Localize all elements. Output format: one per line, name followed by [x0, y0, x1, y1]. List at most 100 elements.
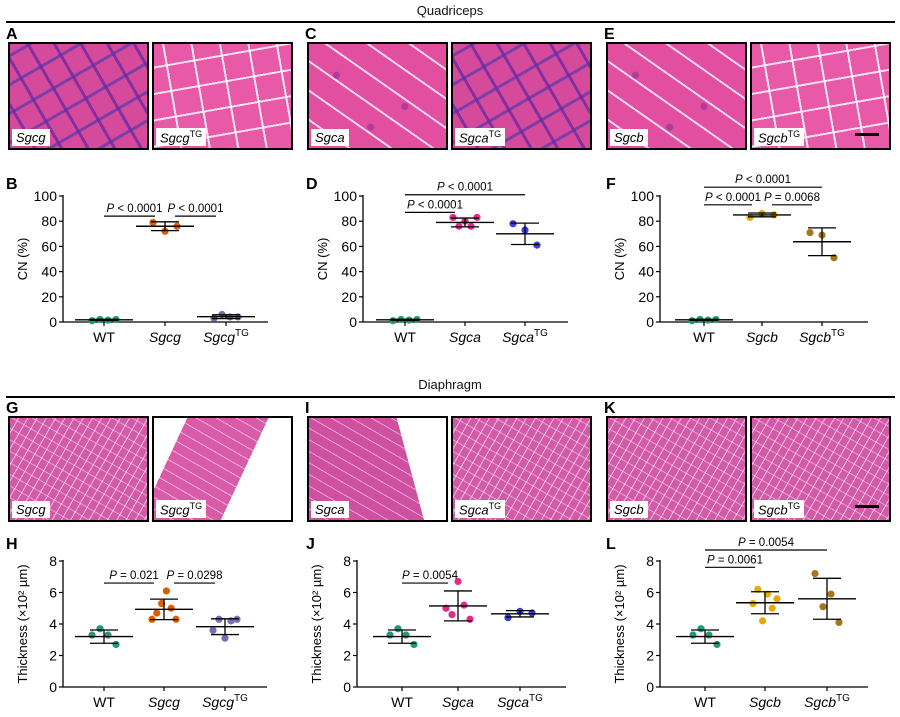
- y-tick-label: 8: [343, 553, 351, 569]
- y-tick-label: 40: [41, 264, 57, 280]
- data-point: [88, 631, 96, 639]
- panel-label: A: [6, 26, 18, 43]
- panel-label: H: [6, 536, 18, 553]
- y-tick-label: 4: [49, 616, 57, 632]
- y-tick-label: 20: [638, 289, 654, 305]
- panel-label: D: [306, 176, 318, 193]
- histology-image: SgcaTG: [451, 416, 592, 522]
- histology-image: SgcbTG: [750, 416, 891, 522]
- chart-F: F 0 20 40 60 80 100 CN (%) WT Sgcb SgcbTG P < 0.000…: [606, 174, 868, 345]
- panel-label: L: [606, 536, 616, 553]
- x-tick-label: Sgcg: [149, 329, 181, 345]
- panel-label: F: [606, 176, 616, 193]
- data-point: [504, 614, 512, 622]
- y-tick-label: 60: [41, 238, 57, 254]
- x-tick-label: Sgcg: [148, 694, 180, 710]
- p-value-label: P = 0.0054: [402, 570, 459, 582]
- p-value-label: P = 0.021: [109, 570, 159, 582]
- y-tick-label: 40: [341, 264, 357, 280]
- data-point: [112, 640, 120, 649]
- y-tick-label: 6: [343, 585, 351, 601]
- scale-bar: [855, 505, 879, 508]
- data-point: [773, 595, 781, 603]
- data-point: [460, 601, 468, 609]
- x-tick-label: Sgcb: [746, 329, 778, 345]
- section-title-quadriceps: Quadriceps: [416, 3, 484, 18]
- histology-image: Sgcb: [606, 42, 747, 150]
- p-value-label: P < 0.0001: [107, 203, 163, 215]
- histology-image: Sgcg: [8, 42, 149, 150]
- p-value-label: P = 0.0068: [764, 192, 820, 204]
- genotype-label: SgcaTG: [455, 499, 506, 518]
- panel-label: E: [604, 26, 615, 43]
- y-tick-label: 20: [41, 289, 57, 305]
- genotype-label: Sgca: [311, 501, 349, 518]
- data-point: [394, 625, 402, 633]
- y-tick-label: 80: [41, 213, 57, 229]
- data-point: [749, 599, 757, 608]
- p-value-label: P < 0.0001: [735, 174, 791, 186]
- y-axis-label: CN (%): [15, 238, 30, 281]
- data-point: [705, 631, 713, 639]
- x-tick-label: SgcbTG: [799, 328, 845, 345]
- genotype-label: SgcaTG: [455, 127, 506, 146]
- y-axis-label: CN (%): [612, 238, 627, 281]
- x-tick-label: SgcaTG: [497, 693, 543, 710]
- data-point: [466, 615, 474, 623]
- y-tick-label: 0: [646, 314, 654, 330]
- y-tick-label: 0: [343, 679, 351, 695]
- x-tick-label: WT: [394, 329, 416, 345]
- data-point: [162, 587, 170, 595]
- y-tick-label: 0: [349, 314, 357, 330]
- panel-label: I: [305, 400, 310, 417]
- data-point: [759, 617, 767, 625]
- chart-B: B 0 20 40 60 80 100 CN (%) WT Sgcg SgcgTG P < 0.000…: [6, 176, 268, 345]
- x-tick-label: WT: [694, 694, 716, 710]
- chart-H: H 0 2 4 6 8 Thickness (×10² µm) WT Sgcg SgcgTG P =…: [6, 536, 267, 710]
- y-tick-label: 4: [343, 616, 351, 632]
- y-tick-label: 8: [646, 553, 654, 569]
- data-point: [806, 228, 814, 237]
- histology-image: SgcaTG: [451, 42, 592, 150]
- y-tick-label: 80: [638, 213, 654, 229]
- genotype-label: Sgcb: [610, 501, 648, 518]
- data-point: [819, 603, 827, 611]
- p-value-label: P < 0.0001: [168, 203, 224, 215]
- y-tick-label: 2: [49, 648, 57, 664]
- y-tick-label: 100: [334, 188, 358, 204]
- data-point: [167, 604, 175, 612]
- y-tick-label: 0: [49, 314, 57, 330]
- panel-label: J: [306, 536, 315, 553]
- y-tick-label: 20: [341, 289, 357, 305]
- y-tick-label: 100: [34, 188, 58, 204]
- data-point: [153, 609, 161, 617]
- genotype-label: Sgcb: [610, 129, 648, 146]
- histology-image: Sgcg: [8, 416, 149, 522]
- panel-label: G: [6, 400, 19, 417]
- data-point: [811, 570, 819, 578]
- data-point: [448, 610, 456, 619]
- data-point: [402, 631, 410, 639]
- histology-image: Sgcb: [606, 416, 747, 522]
- p-value-label: P = 0.0054: [738, 537, 795, 549]
- data-point: [221, 634, 229, 642]
- genotype-label: Sgca: [311, 129, 349, 146]
- x-tick-label: Sgcb: [749, 694, 781, 710]
- data-point: [96, 625, 104, 633]
- data-point: [689, 631, 697, 639]
- p-value-label: P = 0.0298: [167, 570, 223, 582]
- y-tick-label: 0: [646, 679, 654, 695]
- chart-J: J 0 2 4 6 8 Thickness (×10² µm) WT Sgca SgcaTG P =…: [306, 536, 566, 710]
- y-tick-label: 80: [341, 213, 357, 229]
- y-tick-label: 60: [638, 238, 654, 254]
- section-title-diaphragm: Diaphragm: [418, 377, 482, 392]
- y-axis-label: CN (%): [315, 238, 330, 281]
- panel-label: B: [6, 176, 18, 193]
- y-tick-label: 2: [646, 648, 654, 664]
- panel-label: K: [604, 400, 616, 417]
- genotype-label: Sgcg: [12, 129, 50, 146]
- x-tick-label: Sgca: [449, 329, 481, 345]
- x-tick-label: WT: [693, 329, 715, 345]
- histology-image: Sgca: [307, 42, 448, 150]
